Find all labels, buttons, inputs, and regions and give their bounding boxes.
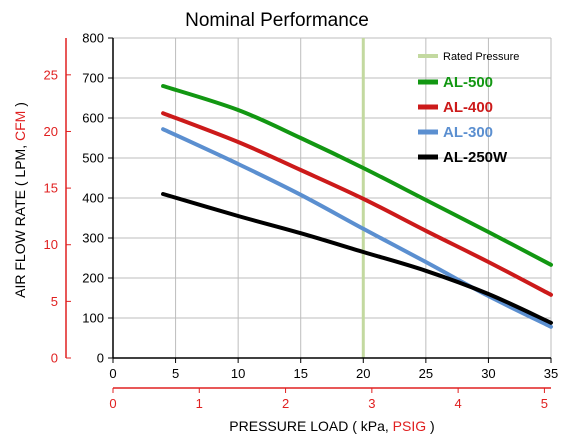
cfm-tick-label-5: 5 [51,294,58,309]
x-axis-title-part-1: PRESSURE LOAD ( kPa, [229,418,392,434]
kpa-tick-label-20: 20 [356,366,370,381]
y-axis-title: AIR FLOW RATE ( LPM, CFM ) [12,102,28,298]
y-axis-title-part-1: AIR FLOW RATE ( LPM, [12,141,28,298]
psig-tick-label-5: 5 [541,396,548,411]
kpa-tick-labels: 0 5 10 15 20 25 30 35 [109,358,558,381]
cfm-tick-labels: 0 5 10 15 20 25 [44,67,71,366]
cfm-tick-label-15: 15 [44,181,58,196]
legend-label-al-500: AL-500 [443,74,493,91]
lpm-tick-label-100: 100 [82,311,104,326]
lpm-tick-label-200: 200 [82,271,104,286]
series-line-al-250w [161,192,553,325]
psig-tick-label-4: 4 [455,396,462,411]
series-line-al-500 [161,84,553,267]
legend-label-al-300: AL-300 [443,124,493,141]
lpm-tick-label-800: 800 [82,31,104,46]
series-lines [161,84,553,329]
kpa-tick-label-25: 25 [419,366,433,381]
kpa-tick-label-30: 30 [481,366,495,381]
legend-label-al-250w: AL-250W [443,149,508,166]
x-axis-title: PRESSURE LOAD ( kPa, PSIG ) [229,418,434,434]
lpm-tick-label-300: 300 [82,231,104,246]
chart-title: Nominal Performance [185,10,369,31]
kpa-tick-label-5: 5 [172,366,179,381]
y-axis-title-cfm: CFM [12,111,28,141]
psig-tick-label-1: 1 [196,396,203,411]
lpm-tick-label-500: 500 [82,151,104,166]
x-axis-title-psig: PSIG [393,418,426,434]
kpa-tick-label-35: 35 [544,366,558,381]
cfm-tick-label-20: 20 [44,124,58,139]
legend-label-rated-pressure: Rated Pressure [443,51,519,63]
psig-tick-labels: 0 1 2 3 4 5 [109,388,548,411]
lpm-tick-label-700: 700 [82,71,104,86]
legend-label-al-400: AL-400 [443,99,493,116]
lpm-tick-labels: 0 100 200 300 400 500 600 700 800 [82,31,113,366]
cfm-tick-label-10: 10 [44,237,58,252]
y-axis-title-part-3: ) [12,102,28,111]
psig-tick-label-2: 2 [282,396,289,411]
lpm-tick-label-0: 0 [97,351,104,366]
psig-tick-label-0: 0 [109,396,116,411]
kpa-tick-label-0: 0 [109,366,116,381]
series-line-al-400 [161,111,553,297]
x-axis-title-part-3: ) [426,418,435,434]
cfm-tick-label-25: 25 [44,67,58,82]
kpa-tick-label-15: 15 [293,366,307,381]
kpa-tick-label-10: 10 [231,366,245,381]
lpm-tick-label-400: 400 [82,191,104,206]
cfm-tick-label-0: 0 [51,351,58,366]
psig-tick-label-3: 3 [368,396,375,411]
legend: Rated Pressure AL-500 AL-400 AL-300 AL-2… [418,51,519,166]
lpm-tick-label-600: 600 [82,111,104,126]
